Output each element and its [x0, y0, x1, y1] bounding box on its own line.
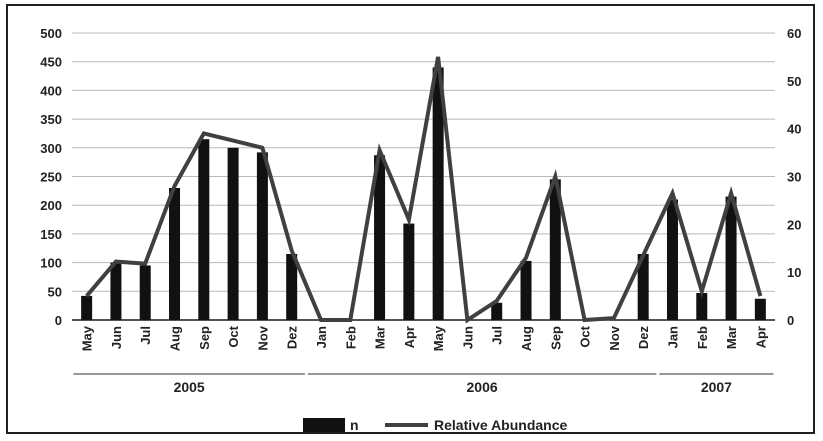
bar	[520, 260, 532, 320]
bar	[666, 199, 678, 320]
bar	[432, 67, 444, 320]
bar	[696, 293, 708, 320]
bar	[549, 179, 561, 320]
x-tick-label: Mar	[724, 326, 739, 349]
bar	[169, 187, 181, 320]
x-tick-label: Jun	[109, 326, 124, 349]
y-right-tick-label: 20	[787, 217, 801, 232]
y-left-tick-label: 50	[48, 284, 62, 299]
y-left-tick-label: 0	[55, 313, 62, 328]
x-tick-label: Jan	[665, 326, 680, 348]
x-tick-label: Jul	[138, 326, 153, 345]
x-tick-label: Oct	[226, 325, 241, 347]
y-left-tick-label: 200	[40, 198, 62, 213]
x-tick-label: Apr	[753, 326, 768, 348]
x-tick-label: Sep	[548, 326, 563, 350]
x-tick-label: May	[80, 325, 95, 351]
bar	[227, 147, 239, 320]
legend-swatch-n	[303, 418, 345, 432]
y-left-tick-label: 350	[40, 112, 62, 127]
bar	[139, 265, 151, 320]
x-tick-label: Sep	[197, 326, 212, 350]
y-left-tick-label: 300	[40, 141, 62, 156]
y-left-tick-label: 400	[40, 83, 62, 98]
y-left-tick-label: 150	[40, 227, 62, 242]
x-tick-label: May	[431, 325, 446, 351]
x-tick-label: Jan	[314, 326, 329, 348]
bar	[256, 152, 268, 320]
bar	[637, 253, 649, 320]
x-tick-label: Feb	[695, 326, 710, 349]
y-right-tick-label: 30	[787, 170, 801, 185]
x-tick-label: Dez	[636, 326, 651, 350]
y-right-tick-label: 60	[787, 26, 801, 41]
y-right-tick-label: 50	[787, 74, 801, 89]
y-left-tick-label: 500	[40, 26, 62, 41]
x-tick-label: Nov	[255, 325, 270, 350]
bar	[374, 155, 386, 320]
x-tick-label: Jul	[490, 326, 505, 345]
year-label: 2007	[701, 379, 732, 395]
x-tick-label: Mar	[373, 326, 388, 349]
y-left-tick-label: 250	[40, 170, 62, 185]
x-tick-label: Apr	[402, 326, 417, 348]
x-tick-label: Aug	[519, 326, 534, 351]
x-tick-label: Feb	[343, 326, 358, 349]
bar	[110, 262, 122, 320]
year-label: 2006	[467, 379, 498, 395]
bar	[403, 223, 415, 320]
bar	[491, 302, 503, 320]
bar	[198, 139, 210, 320]
year-label: 2005	[174, 379, 205, 395]
y-right-tick-label: 0	[787, 313, 794, 328]
x-tick-label: Aug	[168, 326, 183, 351]
bar	[81, 295, 93, 320]
y-right-tick-label: 40	[787, 122, 801, 137]
y-left-tick-label: 100	[40, 256, 62, 271]
x-tick-label: Dez	[285, 326, 300, 350]
x-tick-label: Jun	[460, 326, 475, 349]
legend-label-n: n	[350, 417, 359, 433]
x-tick-label: Nov	[607, 325, 622, 350]
y-right-tick-label: 10	[787, 265, 801, 280]
abundance-line	[85, 56, 763, 324]
x-tick-label: Oct	[578, 325, 593, 347]
legend-label-relative-abundance: Relative Abundance	[434, 417, 568, 433]
bar	[286, 253, 298, 320]
y-left-tick-label: 450	[40, 55, 62, 70]
bar	[754, 298, 766, 320]
bar	[725, 196, 737, 320]
